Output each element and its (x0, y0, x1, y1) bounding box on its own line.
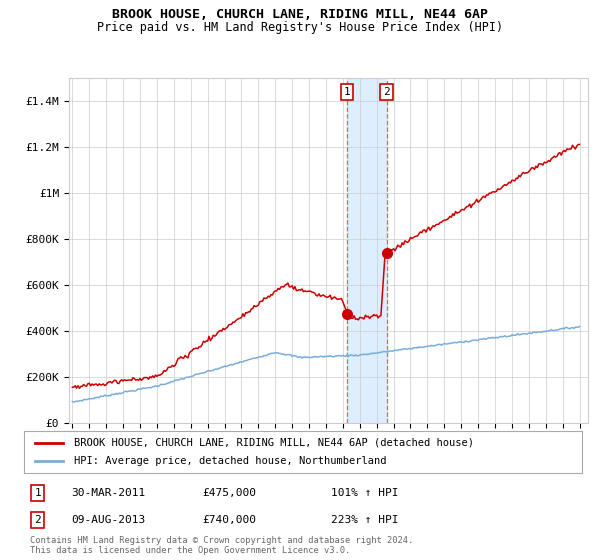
Text: 223% ↑ HPI: 223% ↑ HPI (331, 515, 398, 525)
Text: Contains HM Land Registry data © Crown copyright and database right 2024.
This d: Contains HM Land Registry data © Crown c… (29, 536, 413, 556)
Text: 2: 2 (35, 515, 41, 525)
Text: £740,000: £740,000 (203, 515, 257, 525)
Text: BROOK HOUSE, CHURCH LANE, RIDING MILL, NE44 6AP: BROOK HOUSE, CHURCH LANE, RIDING MILL, N… (112, 8, 488, 21)
Text: Price paid vs. HM Land Registry's House Price Index (HPI): Price paid vs. HM Land Registry's House … (97, 21, 503, 34)
Text: 30-MAR-2011: 30-MAR-2011 (71, 488, 146, 498)
Text: £475,000: £475,000 (203, 488, 257, 498)
Text: 101% ↑ HPI: 101% ↑ HPI (331, 488, 398, 498)
Bar (347, 78, 386, 423)
Text: 1: 1 (344, 87, 350, 97)
Text: BROOK HOUSE, CHURCH LANE, RIDING MILL, NE44 6AP (detached house): BROOK HOUSE, CHURCH LANE, RIDING MILL, N… (74, 438, 474, 448)
Text: HPI: Average price, detached house, Northumberland: HPI: Average price, detached house, Nort… (74, 456, 387, 466)
Text: 09-AUG-2013: 09-AUG-2013 (71, 515, 146, 525)
Text: 1: 1 (35, 488, 41, 498)
Text: 2: 2 (383, 87, 390, 97)
